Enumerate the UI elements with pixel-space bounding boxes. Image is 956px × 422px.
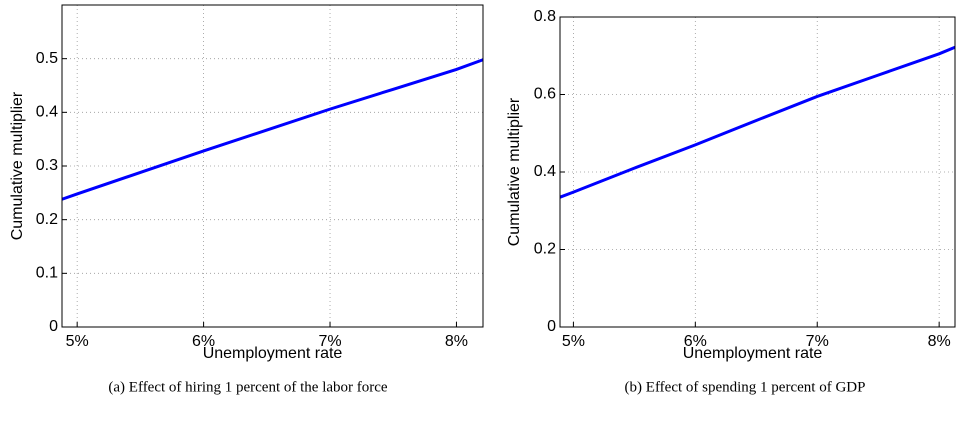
y-tick-label: 0.4 xyxy=(36,104,58,121)
x-axis-label: Unemployment rate xyxy=(203,345,343,362)
y-tick-label: 0.6 xyxy=(534,86,556,103)
y-tick-label: 0.4 xyxy=(534,163,556,180)
x-tick-label: 6% xyxy=(684,333,707,350)
x-tick-label: 5% xyxy=(66,333,89,350)
line xyxy=(61,58,484,201)
y-tick-label: 0.5 xyxy=(36,50,58,67)
x-tick-label: 8% xyxy=(928,333,951,350)
caption: (a) Effect of hiring 1 percent of the la… xyxy=(108,379,388,395)
y-tick-label: 0.8 xyxy=(534,8,556,25)
y-tick-label: 0 xyxy=(547,318,556,335)
y-tick-label: 0.3 xyxy=(36,157,58,174)
y-axis-label: Cumulative multiplier xyxy=(9,91,26,240)
x-tick-label: 8% xyxy=(445,333,468,350)
x-tick-label: 7% xyxy=(318,333,341,350)
y-tick-label: 0.2 xyxy=(534,241,556,258)
x-tick-label: 5% xyxy=(562,333,585,350)
x-tick-label: 7% xyxy=(806,333,829,350)
y-tick-label: 0.1 xyxy=(36,265,58,282)
plot-frame xyxy=(61,4,484,328)
y-tick-label: 0.2 xyxy=(36,211,58,228)
x-axis-label: Unemployment rate xyxy=(683,345,823,362)
caption: (b) Effect of spending 1 percent of GDP xyxy=(625,379,866,395)
y-axis-label: Cumulative multiplier xyxy=(506,97,523,246)
y-tick-label: 0 xyxy=(49,318,58,335)
x-tick-label: 6% xyxy=(192,333,215,350)
plot-frame xyxy=(559,16,956,328)
line xyxy=(559,45,956,199)
